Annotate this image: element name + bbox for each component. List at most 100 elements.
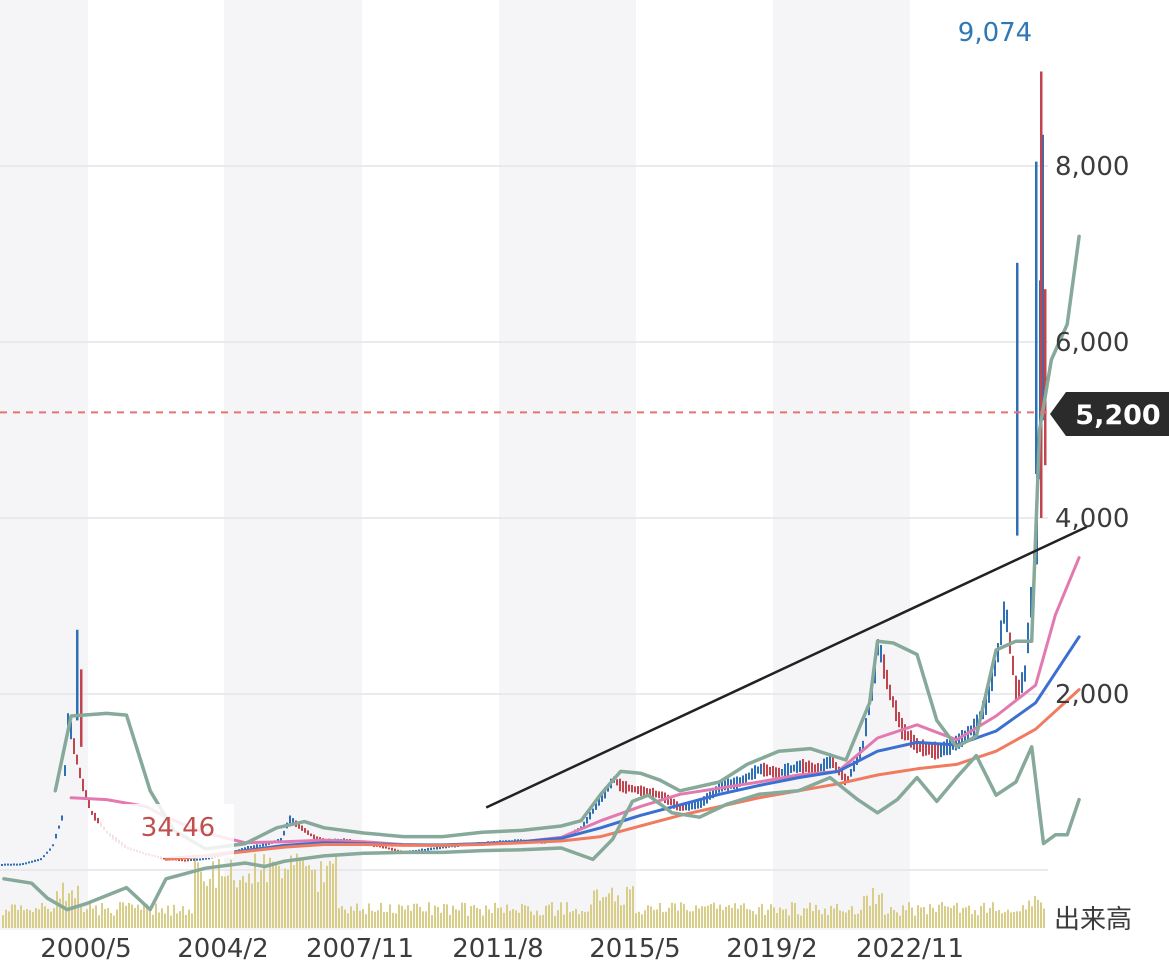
volume-bar <box>311 869 313 928</box>
price-bar <box>727 778 729 791</box>
volume-bar <box>1031 906 1033 928</box>
price-bar <box>43 855 45 858</box>
volume-bar <box>761 903 763 928</box>
volume-bar <box>731 907 733 928</box>
price-bar <box>931 741 933 758</box>
price-bar <box>439 846 441 850</box>
price-bar <box>307 830 309 835</box>
volume-bar <box>644 910 646 928</box>
price-bar <box>1030 587 1032 618</box>
volume-bar <box>599 900 601 928</box>
price-bar <box>4 863 6 866</box>
price-bar <box>823 758 825 772</box>
price-bar <box>730 779 732 789</box>
volume-bar <box>707 905 709 928</box>
volume-bar <box>365 914 367 928</box>
volume-bar <box>533 915 535 928</box>
year-band <box>88 0 224 930</box>
price-bar <box>652 787 654 799</box>
volume-bar <box>185 914 187 928</box>
volume-bar <box>758 907 760 928</box>
volume-bar <box>839 910 841 928</box>
price-bar <box>46 851 48 854</box>
volume-bar <box>266 882 268 928</box>
price-bar <box>31 860 33 863</box>
volume-bar <box>278 865 280 928</box>
volume-bar <box>557 910 559 928</box>
volume-bar <box>1043 908 1045 928</box>
price-bar <box>592 808 594 814</box>
volume-bar <box>335 855 337 928</box>
volume-bar <box>167 905 169 928</box>
price-bar <box>811 762 813 774</box>
volume-bar <box>5 909 7 928</box>
price-bar <box>922 739 924 757</box>
year-band <box>224 0 362 930</box>
volume-bar <box>563 914 565 928</box>
volume-bar <box>488 909 490 928</box>
volume-bar <box>419 906 421 928</box>
price-bar <box>667 794 669 805</box>
volume-bar <box>767 909 769 928</box>
price-bar <box>928 743 930 755</box>
price-bar <box>817 763 819 775</box>
volume-bar <box>407 905 409 928</box>
price-bar <box>961 729 963 747</box>
year-band <box>362 0 499 930</box>
volume-bar <box>35 907 37 928</box>
volume-bar <box>386 911 388 928</box>
volume-bar <box>20 905 22 928</box>
volume-bar <box>527 906 529 928</box>
volume-bar <box>344 909 346 928</box>
price-bar <box>688 802 690 811</box>
price-bar <box>775 767 777 778</box>
price-bar <box>298 823 300 829</box>
price-bar <box>190 858 192 861</box>
volume-bar <box>422 911 424 928</box>
price-bar <box>34 859 36 862</box>
volume-bar <box>275 863 277 928</box>
volume-bar <box>686 910 688 928</box>
price-bar <box>241 848 243 851</box>
price-bar <box>247 845 249 850</box>
price-bar <box>895 700 897 722</box>
volume-bar <box>212 861 214 928</box>
price-bar <box>244 847 246 850</box>
volume-bar <box>917 905 919 928</box>
volume-bar <box>737 908 739 928</box>
volume-bar <box>470 906 472 928</box>
price-bar <box>313 834 315 840</box>
price-bar <box>988 686 990 703</box>
volume-bar <box>836 903 838 928</box>
volume-bar <box>236 887 238 928</box>
price-bar <box>202 858 204 861</box>
volume-bar <box>653 909 655 928</box>
price-bar <box>826 757 828 769</box>
volume-bar <box>485 905 487 928</box>
volume-bar <box>740 905 742 928</box>
volume-bar <box>560 902 562 928</box>
volume-bar <box>125 905 127 928</box>
price-bar <box>16 863 18 866</box>
volume-bar <box>950 907 952 928</box>
volume-bar <box>116 909 118 928</box>
volume-bar <box>296 853 298 928</box>
volume-bar <box>995 911 997 928</box>
volume-bar <box>611 887 613 928</box>
price-bar <box>631 785 633 793</box>
volume-bar <box>977 915 979 928</box>
price-bar <box>916 738 918 754</box>
volume-bar <box>230 859 232 928</box>
volume-bar <box>350 906 352 928</box>
volume-bar <box>587 911 589 928</box>
volume-bar <box>449 914 451 928</box>
volume-bar <box>140 909 142 928</box>
volume-bar <box>635 913 637 928</box>
volume-bar <box>770 904 772 928</box>
volume-bar <box>902 905 904 928</box>
price-bar <box>778 767 780 779</box>
volume-bar <box>806 908 808 928</box>
price-bar <box>742 775 744 785</box>
volume-bar <box>218 859 220 928</box>
volume-bar <box>1016 911 1018 928</box>
